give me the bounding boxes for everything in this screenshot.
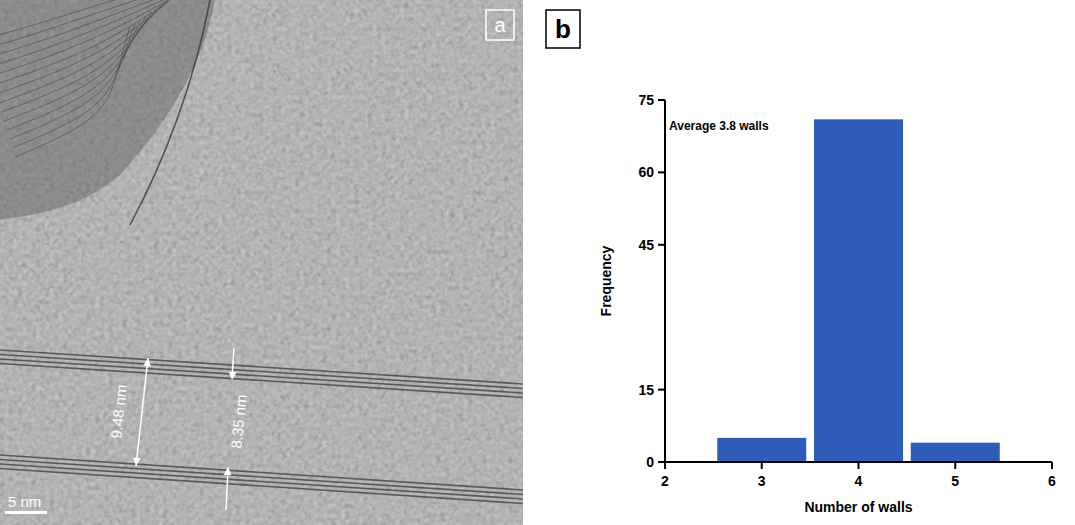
bar	[814, 119, 903, 462]
y-tick-label: 60	[638, 164, 654, 180]
dimension-label: 8.35 nm	[227, 394, 250, 450]
aggregate-fringe	[10, 20, 141, 139]
panel-label-box	[486, 10, 514, 40]
dimension-label: 9.48 nm	[107, 384, 130, 440]
y-tick-label: 15	[638, 382, 654, 398]
arrow-head	[224, 467, 232, 475]
aggregate-fringe	[2, 9, 157, 112]
y-tick	[658, 171, 665, 173]
arrow-head	[229, 372, 237, 380]
aggregate	[0, 0, 215, 220]
x-tick-label: 4	[855, 473, 863, 489]
aggregate-fringe	[7, 16, 146, 130]
tube-wall	[0, 350, 523, 384]
panel-label: b	[555, 14, 571, 44]
x-axis-title: Number of walls	[804, 499, 912, 515]
bar	[911, 443, 1000, 462]
tube-wall	[0, 464, 523, 499]
x-tick-label: 5	[951, 473, 959, 489]
tube-wall	[0, 460, 523, 495]
x-tick-label: 2	[661, 473, 669, 489]
dimension-arrow	[136, 358, 148, 466]
x-tick-label: 3	[758, 473, 766, 489]
tube-wall	[0, 359, 523, 393]
tube-wall	[0, 469, 523, 504]
scale-bar	[5, 511, 47, 514]
y-tick-label: 75	[638, 92, 654, 108]
aggregate-fringe	[15, 27, 130, 157]
x-tick	[858, 462, 860, 469]
panel-label: a	[494, 14, 506, 36]
arrow-head	[143, 358, 151, 366]
x-tick	[761, 462, 763, 469]
dimension-arrow	[226, 470, 228, 510]
y-axis-line	[664, 100, 666, 462]
aggregate-fringe	[0, 0, 195, 49]
y-tick-label: 0	[646, 454, 654, 470]
tube-wall	[0, 455, 523, 490]
bars	[717, 119, 1000, 462]
micrograph	[0, 0, 523, 525]
tube-wall	[0, 364, 523, 398]
y-tick	[658, 389, 665, 391]
aggregate-edge	[130, 0, 210, 225]
arrow-head	[133, 458, 141, 466]
bar	[717, 438, 806, 462]
micrograph-noise	[0, 0, 523, 525]
x-tick	[1051, 462, 1053, 469]
annotation: Average 3.8 walls	[669, 119, 769, 133]
y-tick-label: 45	[638, 237, 654, 253]
page: 9.48 nm8.35 nm5 nmab01545607523456Number…	[0, 0, 1075, 525]
x-tick-label: 6	[1048, 473, 1056, 489]
scale-bar-label: 5 nm	[8, 493, 41, 510]
micrograph-ground	[0, 0, 523, 525]
figure: 9.48 nm8.35 nm5 nmab01545607523456Number…	[0, 0, 1075, 525]
tube-wall	[0, 355, 523, 389]
aggregate-fringe	[0, 2, 168, 94]
y-tick	[658, 99, 665, 101]
aggregate-fringe	[0, 5, 162, 103]
panel-label-box	[546, 10, 580, 48]
y-tick	[658, 244, 665, 246]
y-axis-title: Frequency	[598, 245, 614, 316]
aggregate-fringe	[0, 0, 173, 85]
y-tick	[658, 461, 665, 463]
aggregate-fringe	[0, 0, 189, 58]
x-tick	[954, 462, 956, 469]
x-tick	[664, 462, 666, 469]
